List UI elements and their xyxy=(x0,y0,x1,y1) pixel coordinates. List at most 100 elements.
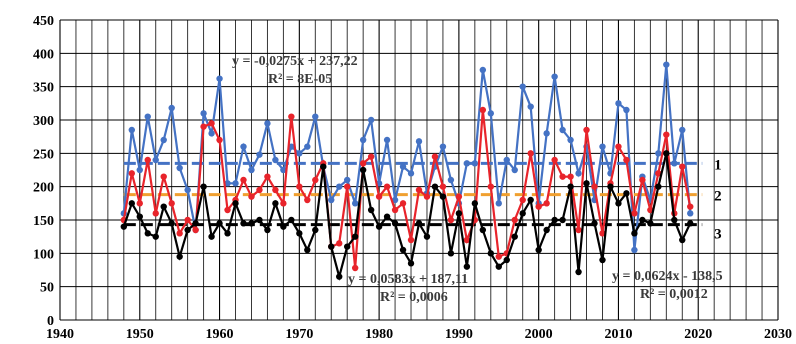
data-point-series-3 xyxy=(551,217,557,223)
data-point-series-3 xyxy=(480,227,486,233)
data-point-series-2 xyxy=(145,157,151,163)
data-point-series-2 xyxy=(360,160,366,166)
data-point-series-2 xyxy=(192,227,198,233)
data-point-series-2 xyxy=(543,200,549,206)
data-point-series-2 xyxy=(551,157,557,163)
data-point-series-3 xyxy=(145,230,151,236)
data-point-series-1 xyxy=(631,247,637,253)
data-point-series-2 xyxy=(639,177,645,183)
data-point-series-3 xyxy=(288,217,294,223)
y-tick-label: 0 xyxy=(47,314,54,329)
data-point-series-2 xyxy=(296,183,302,189)
data-point-series-1 xyxy=(520,83,526,89)
data-point-series-1 xyxy=(687,210,693,216)
data-point-series-1 xyxy=(448,177,454,183)
data-point-series-1 xyxy=(464,160,470,166)
data-point-series-3 xyxy=(448,250,454,256)
data-point-series-3 xyxy=(200,183,206,189)
data-point-series-2 xyxy=(200,123,206,129)
data-point-series-3 xyxy=(352,233,358,239)
data-point-series-2 xyxy=(184,217,190,223)
data-point-series-3 xyxy=(360,167,366,173)
regression-equation: y = -0,0275x + 237,22 xyxy=(232,54,358,69)
data-point-series-2 xyxy=(129,170,135,176)
data-point-series-1 xyxy=(488,110,494,116)
data-point-series-3 xyxy=(575,269,581,275)
data-point-series-1 xyxy=(567,137,573,143)
data-point-series-2 xyxy=(168,200,174,206)
data-point-series-2 xyxy=(440,183,446,189)
data-point-series-2 xyxy=(216,137,222,143)
r-squared-label: R² = 0,0006 xyxy=(380,290,448,305)
data-point-series-1 xyxy=(512,167,518,173)
data-point-series-1 xyxy=(161,137,167,143)
data-point-series-3 xyxy=(256,217,262,223)
data-point-series-2 xyxy=(448,217,454,223)
data-point-series-3 xyxy=(272,200,278,206)
data-point-series-3 xyxy=(392,220,398,226)
data-point-series-1 xyxy=(129,127,135,133)
data-point-series-2 xyxy=(679,163,685,169)
data-point-series-3 xyxy=(168,220,174,226)
data-point-series-2 xyxy=(400,200,406,206)
data-point-series-2 xyxy=(631,210,637,216)
data-point-series-2 xyxy=(623,157,629,163)
y-tick-label: 450 xyxy=(33,14,54,29)
x-tick-label: 2030 xyxy=(764,327,792,342)
data-point-series-3 xyxy=(161,203,167,209)
data-point-series-3 xyxy=(312,227,318,233)
data-point-series-2 xyxy=(176,230,182,236)
data-point-series-2 xyxy=(344,183,350,189)
data-point-series-2 xyxy=(480,107,486,113)
x-tick-label: 1950 xyxy=(126,327,154,342)
data-point-series-1 xyxy=(208,130,214,136)
data-point-series-3 xyxy=(129,200,135,206)
data-point-series-3 xyxy=(472,200,478,206)
data-point-series-3 xyxy=(320,163,326,169)
data-point-series-1 xyxy=(352,200,358,206)
data-point-series-1 xyxy=(137,167,143,173)
data-point-series-3 xyxy=(336,273,342,279)
data-point-series-2 xyxy=(527,150,533,156)
data-point-series-3 xyxy=(639,217,645,223)
data-point-series-1 xyxy=(184,187,190,193)
r-squared-label: R² = 8E-05 xyxy=(268,72,332,87)
data-point-series-2 xyxy=(575,227,581,233)
data-point-series-2 xyxy=(384,183,390,189)
data-point-series-3 xyxy=(535,247,541,253)
data-point-series-3 xyxy=(121,223,127,229)
data-point-series-2 xyxy=(352,265,358,271)
data-point-series-1 xyxy=(679,127,685,133)
y-tick-label: 200 xyxy=(33,181,54,196)
data-point-series-2 xyxy=(248,193,254,199)
data-point-series-3 xyxy=(192,220,198,226)
data-point-series-1 xyxy=(145,113,151,119)
data-point-series-2 xyxy=(272,187,278,193)
data-point-series-1 xyxy=(384,137,390,143)
data-point-series-3 xyxy=(591,220,597,226)
data-point-series-3 xyxy=(296,230,302,236)
data-point-series-1 xyxy=(575,170,581,176)
data-point-series-3 xyxy=(607,183,613,189)
data-point-series-1 xyxy=(296,150,302,156)
x-tick-label: 1970 xyxy=(285,327,313,342)
data-point-series-2 xyxy=(161,173,167,179)
data-point-series-3 xyxy=(464,263,470,269)
data-point-series-1 xyxy=(504,157,510,163)
data-point-series-1 xyxy=(496,200,502,206)
data-point-series-1 xyxy=(543,130,549,136)
data-point-series-2 xyxy=(304,197,310,203)
data-point-series-1 xyxy=(615,100,621,106)
data-point-series-3 xyxy=(615,200,621,206)
data-point-series-3 xyxy=(504,257,510,263)
data-point-series-1 xyxy=(272,157,278,163)
data-point-series-1 xyxy=(312,113,318,119)
data-point-series-2 xyxy=(456,193,462,199)
data-point-series-3 xyxy=(137,213,143,219)
data-point-series-1 xyxy=(472,160,478,166)
y-tick-label: 300 xyxy=(33,114,54,129)
data-point-series-3 xyxy=(623,190,629,196)
data-point-series-3 xyxy=(184,227,190,233)
data-point-series-1 xyxy=(328,197,334,203)
data-point-series-1 xyxy=(408,170,414,176)
